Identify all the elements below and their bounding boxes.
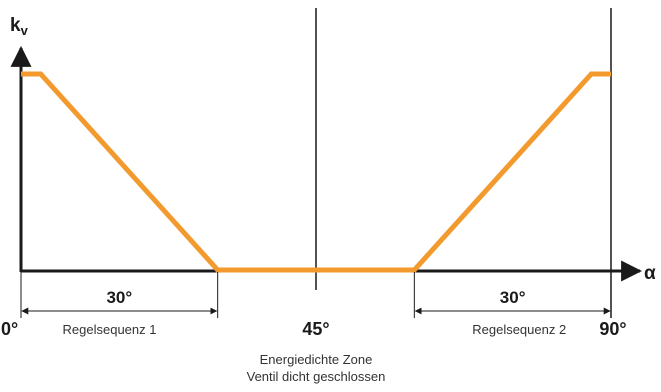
annotations: 30° 30° 0° 45° 90° Regelsequenz 1 Regelsequenz… <box>1 272 627 384</box>
x-tick-label: 45° <box>302 319 329 339</box>
sequence-label: Regelsequenz 2 <box>472 322 566 337</box>
zone-note-line: Ventil dicht geschlossen <box>247 369 386 384</box>
kv-curve <box>21 71 611 273</box>
x-tick-label: 0° <box>1 319 18 339</box>
span-label: 30° <box>500 288 526 307</box>
x-axis-label: α <box>644 263 656 284</box>
span-label: 30° <box>106 288 132 307</box>
y-axis-label: kv <box>10 15 29 38</box>
plot-area <box>20 71 612 273</box>
vertical-reference-lines <box>315 8 612 318</box>
zone-note-line: Energiedichte Zone <box>260 352 373 367</box>
sequence-label: Regelsequenz 1 <box>63 322 157 337</box>
x-tick-label: 90° <box>599 319 626 339</box>
